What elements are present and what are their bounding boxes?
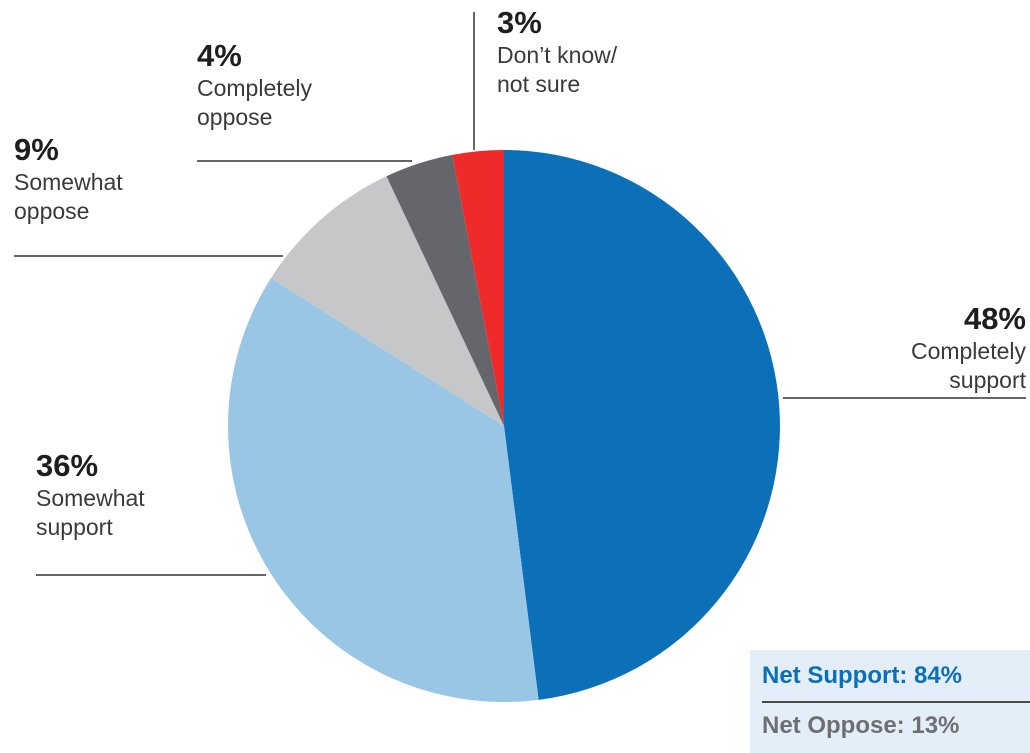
pct-completely-oppose: 4% (197, 38, 242, 73)
pct-somewhat-support: 36% (36, 448, 99, 483)
net-divider (762, 701, 1030, 703)
text-somewhat-oppose: Somewhat oppose (14, 169, 123, 224)
net-summary-box: Net Support: 84% Net Oppose: 13% (750, 650, 1030, 753)
net-support-text: Net Support: 84% (762, 662, 963, 689)
pie-slice-completely-support (504, 150, 780, 700)
pie-slice-don-t-know-not-sure (452, 150, 504, 426)
text-completely-oppose: Completely oppose (197, 75, 313, 130)
label-somewhat-support: 36% Somewhat support (36, 447, 186, 542)
label-completely-oppose: 4% Completely oppose (197, 37, 347, 132)
leader-lines (14, 12, 1026, 576)
pie-slice-completely-oppose (386, 154, 504, 426)
pct-somewhat-oppose: 9% (14, 132, 59, 167)
label-dont-know: 3% Don’t know/ not sure (497, 4, 637, 99)
pct-completely-support: 48% (963, 301, 1026, 336)
text-completely-support: Completely support (910, 338, 1026, 393)
pie-slice-somewhat-support (228, 278, 539, 702)
text-somewhat-support: Somewhat support (36, 485, 145, 540)
label-somewhat-oppose: 9% Somewhat oppose (14, 131, 164, 226)
net-oppose-text: Net Oppose: 13% (762, 712, 960, 739)
label-completely-support: 48% Completely support (826, 300, 1026, 395)
pie-slice-somewhat-oppose (270, 176, 504, 426)
text-dont-know: Don’t know/ not sure (497, 42, 618, 97)
pie-slices (228, 150, 780, 702)
pct-dont-know: 3% (497, 5, 542, 40)
